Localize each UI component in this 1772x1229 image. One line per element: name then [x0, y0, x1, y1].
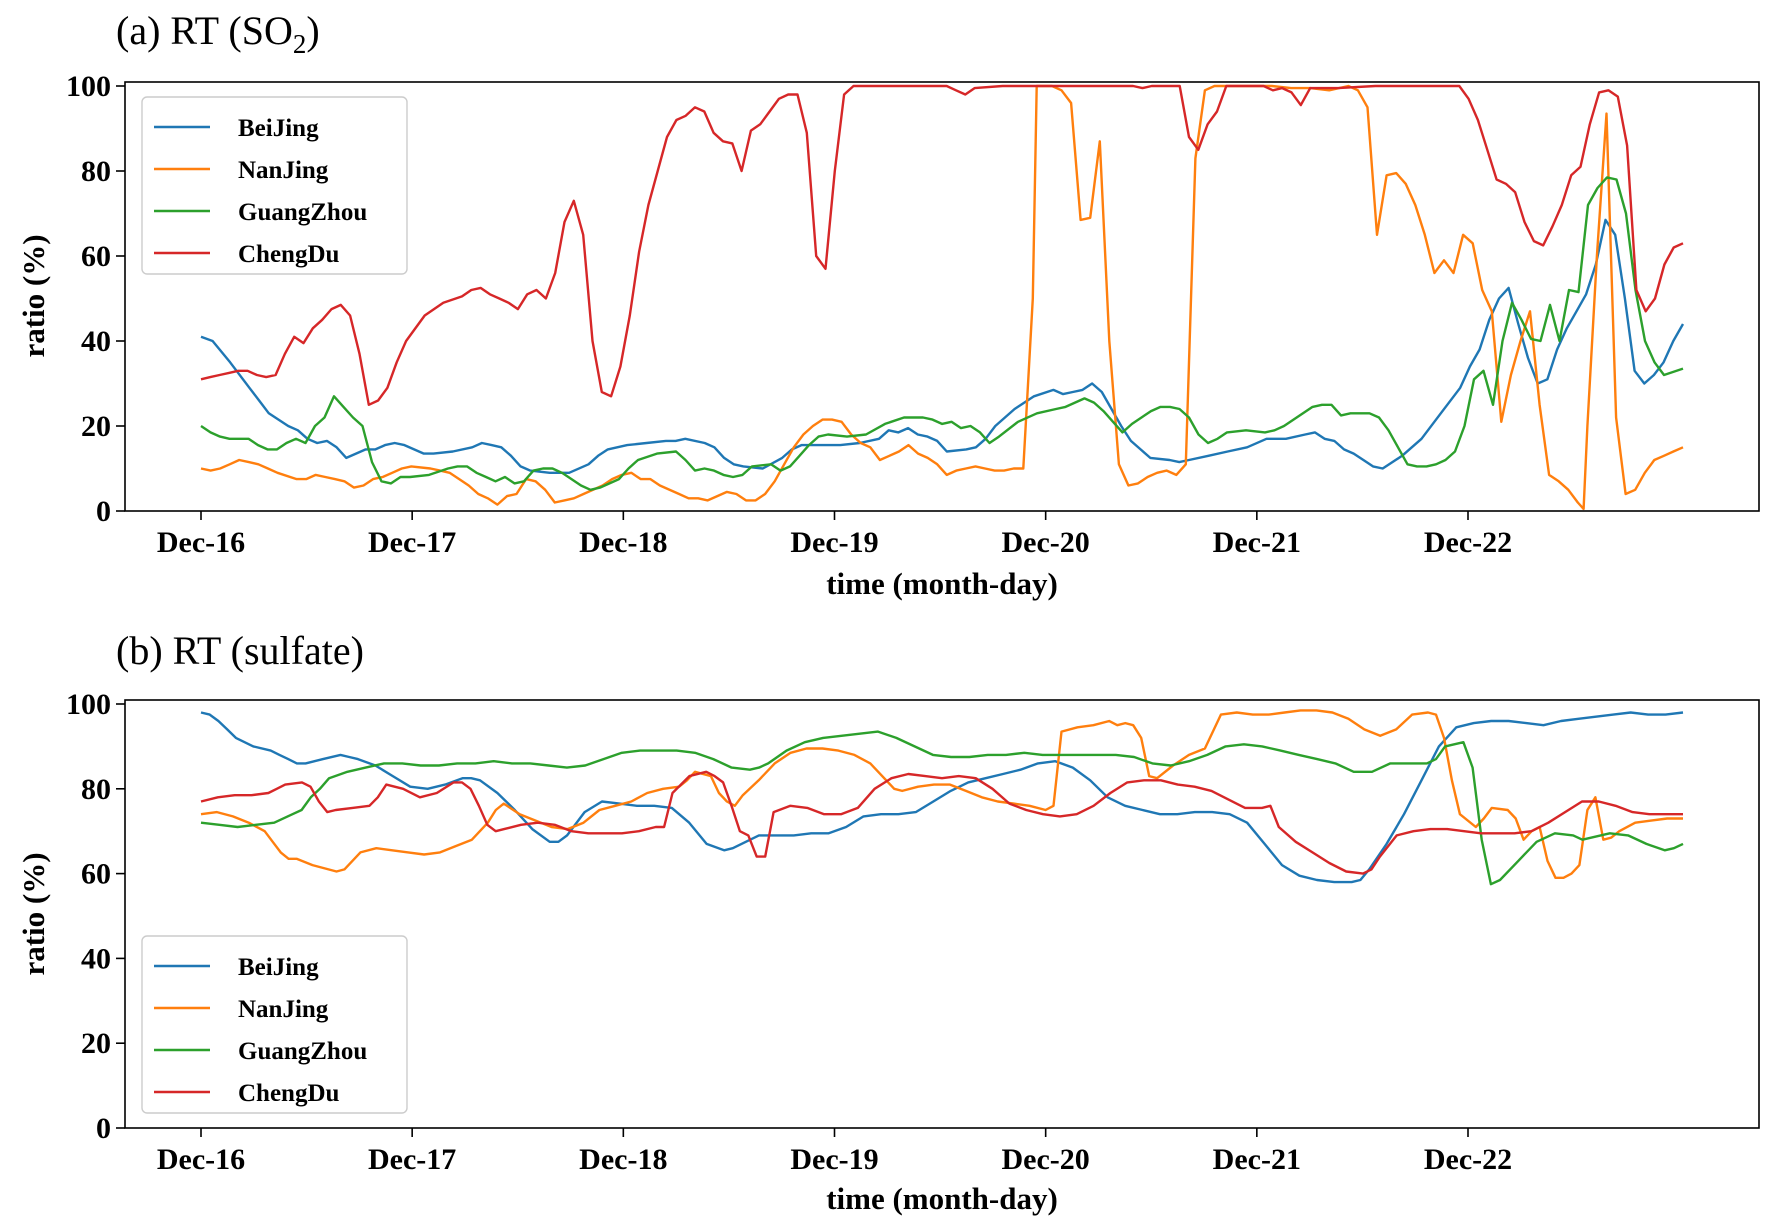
panel-a-chart: (a) RT (SO2) 0 20 40 60 80 100 Dec-16 Dec-17 Dec… — [16, 8, 1760, 601]
xtick-label: Dec-18 — [579, 526, 667, 559]
xtick-label: Dec-22 — [1424, 1143, 1512, 1176]
xtick-label: Dec-21 — [1213, 1143, 1301, 1176]
panel-a-title: (a) RT (SO2) — [116, 8, 320, 59]
legend-label: ChengDu — [238, 241, 340, 268]
panel-b-series — [200, 709, 1684, 886]
panel-a-xlabel: time (month-day) — [826, 566, 1058, 601]
panel-b-xlabel: time (month-day) — [826, 1181, 1058, 1216]
legend-label: GuangZhou — [238, 1038, 367, 1065]
xtick-label: Dec-20 — [1002, 1143, 1090, 1176]
ytick-label: 100 — [66, 70, 111, 103]
series-line-guangzhou — [200, 176, 1684, 491]
panel-b-plot-frame — [124, 699, 1760, 1129]
series-line-beijing — [200, 218, 1685, 474]
xtick-label: Dec-18 — [579, 1143, 667, 1176]
series-line-nanjing — [200, 84, 1684, 511]
panel-b-chart: (b) RT (sulfate) 0 20 40 60 80 100 Dec-16 Dec-1… — [16, 628, 1760, 1216]
ytick-label: 40 — [81, 942, 111, 975]
series-line-beijing — [200, 711, 1684, 884]
legend-label: BeiJing — [238, 954, 319, 981]
xtick-label: Dec-17 — [368, 1143, 456, 1176]
ytick-label: 40 — [81, 325, 111, 358]
legend-label: ChengDu — [238, 1080, 340, 1107]
ytick-label: 100 — [66, 688, 111, 721]
xtick-label: Dec-17 — [368, 526, 456, 559]
xtick-label: Dec-22 — [1424, 526, 1512, 559]
ytick-label: 20 — [81, 410, 111, 443]
panel-b-ylabel: ratio (%) — [16, 852, 51, 975]
ytick-label: 0 — [96, 1112, 111, 1145]
legend-label: GuangZhou — [238, 199, 367, 226]
legend-box — [141, 96, 408, 275]
legend-label: BeiJing — [238, 115, 319, 142]
series-line-chengdu — [200, 84, 1684, 406]
panel-a-legend: BeiJing NanJing GuangZhou ChengDu — [141, 96, 408, 275]
xtick-label: Dec-16 — [157, 526, 245, 559]
ytick-label: 0 — [96, 495, 111, 528]
xtick-label: Dec-21 — [1213, 526, 1301, 559]
panel-b-title: (b) RT (sulfate) — [116, 628, 364, 673]
ytick-label: 80 — [81, 773, 111, 806]
panel-a-ylabel: ratio (%) — [16, 234, 51, 357]
ytick-label: 80 — [81, 155, 111, 188]
xtick-label: Dec-16 — [157, 1143, 245, 1176]
legend-label: NanJing — [238, 157, 329, 184]
series-line-chengdu — [200, 770, 1683, 875]
legend-label: NanJing — [238, 996, 329, 1023]
panel-a-ticks: 0 20 40 60 80 100 Dec-16 Dec-17 Dec-18 Dec-19 Dec-… — [66, 70, 1512, 559]
legend-box — [141, 935, 408, 1114]
series-line-guangzhou — [200, 730, 1684, 886]
xtick-label: Dec-19 — [790, 1143, 878, 1176]
panel-b-ticks: 0 20 40 60 80 100 Dec-16 Dec-17 Dec-18 Dec-19 Dec-… — [66, 688, 1512, 1176]
panel-b-legend: BeiJing NanJing GuangZhou ChengDu — [141, 935, 408, 1114]
panel-a-plot-frame — [124, 81, 1760, 512]
xtick-label: Dec-19 — [790, 526, 878, 559]
ytick-label: 60 — [81, 240, 111, 273]
panel-a-series — [200, 84, 1685, 511]
xtick-label: Dec-20 — [1002, 526, 1090, 559]
series-line-nanjing — [200, 709, 1683, 879]
ytick-label: 20 — [81, 1027, 111, 1060]
ytick-label: 60 — [81, 858, 111, 891]
